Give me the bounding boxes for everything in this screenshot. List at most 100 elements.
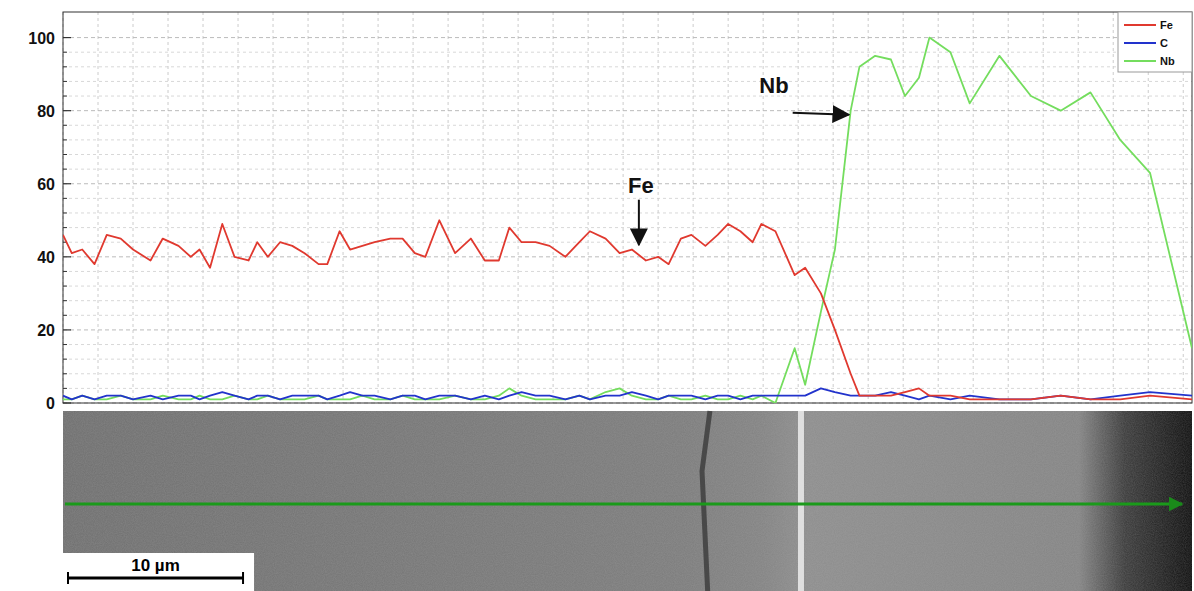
y-axis: 0 20 40 60 80 100 <box>28 30 71 412</box>
y-tick-label: 100 <box>28 30 55 47</box>
legend-swatch <box>1124 60 1156 62</box>
y-tick <box>63 183 71 184</box>
series-group <box>63 38 1192 403</box>
minor-grid-line <box>63 373 1192 374</box>
minor-grid-line <box>63 227 1192 228</box>
x-grid-line <box>168 12 169 403</box>
x-grid-line <box>448 12 449 403</box>
minor-grid-line <box>63 169 1192 170</box>
minor-tick <box>63 169 67 170</box>
sem-interface <box>798 411 804 591</box>
minor-grid-line <box>63 242 1192 243</box>
x-grid-line <box>203 12 204 403</box>
x-grid-line <box>1113 12 1114 403</box>
minor-grid-line <box>63 315 1192 316</box>
minor-tick <box>63 154 67 155</box>
x-grid-line <box>1008 12 1009 403</box>
y-tick <box>63 329 71 330</box>
minor-tick <box>63 300 67 301</box>
annotations: FeNb <box>628 73 849 245</box>
x-grid-line <box>798 12 799 403</box>
legend-box <box>1118 12 1192 72</box>
annotation-label: Nb <box>759 73 788 98</box>
sem-noise <box>63 411 1192 591</box>
x-grid-line <box>658 12 659 403</box>
scale-bar-cap <box>67 572 69 584</box>
y-tick-label: 40 <box>37 249 55 266</box>
minor-tick <box>63 373 67 374</box>
annotation-arrow <box>793 113 849 115</box>
y-grid-line <box>63 329 1192 330</box>
series-line-c <box>63 388 1192 399</box>
minor-tick <box>63 96 67 97</box>
y-grid-line <box>63 256 1192 257</box>
minor-tick <box>63 315 67 316</box>
minor-grid-line <box>63 96 1192 97</box>
legend-swatch <box>1124 24 1156 26</box>
minor-grid-line <box>63 344 1192 345</box>
minor-tick <box>63 212 67 213</box>
minor-tick <box>63 66 67 67</box>
x-grid-line <box>483 12 484 403</box>
x-grid-line <box>98 12 99 403</box>
annotation-arrow <box>638 200 640 245</box>
x-grid-line <box>553 12 554 403</box>
sem-crack <box>702 411 710 591</box>
minor-grid-line <box>63 271 1192 272</box>
minor-tick <box>63 198 67 199</box>
background <box>0 0 1194 591</box>
x-grid-line <box>343 12 344 403</box>
minor-tick <box>63 388 67 389</box>
x-grid-line <box>588 12 589 403</box>
x-grid-line <box>763 12 764 403</box>
y-tick <box>63 37 71 38</box>
legend: FeCNb <box>1118 12 1192 72</box>
x-grid-line <box>868 12 869 403</box>
minor-tick <box>63 139 67 140</box>
minor-grid-line <box>63 154 1192 155</box>
x-grid-line <box>833 12 834 403</box>
y-tick <box>63 256 71 257</box>
minor-grid-line <box>63 139 1192 140</box>
chart-root: 020406080100FeCNbFeNb10 µm <box>0 0 1194 591</box>
x-grid-line <box>238 12 239 403</box>
x-grid-line <box>938 12 939 403</box>
minor-grid-line <box>63 300 1192 301</box>
scan-line <box>65 503 1182 506</box>
x-grid-line <box>273 12 274 403</box>
minor-tick <box>63 359 67 360</box>
y-tick-label: 20 <box>37 322 55 339</box>
series-line-fe <box>63 220 1192 399</box>
series-line-nb <box>63 38 1192 403</box>
x-grid-line <box>413 12 414 403</box>
minor-tick <box>63 81 67 82</box>
x-grid-line <box>1043 12 1044 403</box>
y-grid-line <box>63 110 1192 111</box>
minor-grid-line <box>63 125 1192 126</box>
minor-tick <box>63 227 67 228</box>
y-tick-label: 0 <box>46 395 55 412</box>
x-grid-line <box>308 12 309 403</box>
minor-grid-line <box>63 81 1192 82</box>
y-tick-label: 80 <box>37 103 55 120</box>
minor-tick <box>63 271 67 272</box>
grid <box>63 12 1192 403</box>
scale-bar-line <box>68 577 243 580</box>
plot-frame <box>63 12 1192 403</box>
sem-base <box>63 411 1192 591</box>
y-grid-line <box>63 37 1192 38</box>
legend-label: Nb <box>1160 55 1175 67</box>
minor-grid-line <box>63 198 1192 199</box>
x-grid-line <box>133 12 134 403</box>
x-grid-line <box>1078 12 1079 403</box>
x-grid-line <box>973 12 974 403</box>
x-grid-line <box>903 12 904 403</box>
minor-tick <box>63 286 67 287</box>
minor-grid-line <box>63 388 1192 389</box>
y-tick <box>63 110 71 111</box>
minor-grid-line <box>63 359 1192 360</box>
legend-label: Fe <box>1160 19 1173 31</box>
scale-bar: 10 µm <box>63 553 254 591</box>
x-grid-line <box>623 12 624 403</box>
y-tick-label: 60 <box>37 176 55 193</box>
